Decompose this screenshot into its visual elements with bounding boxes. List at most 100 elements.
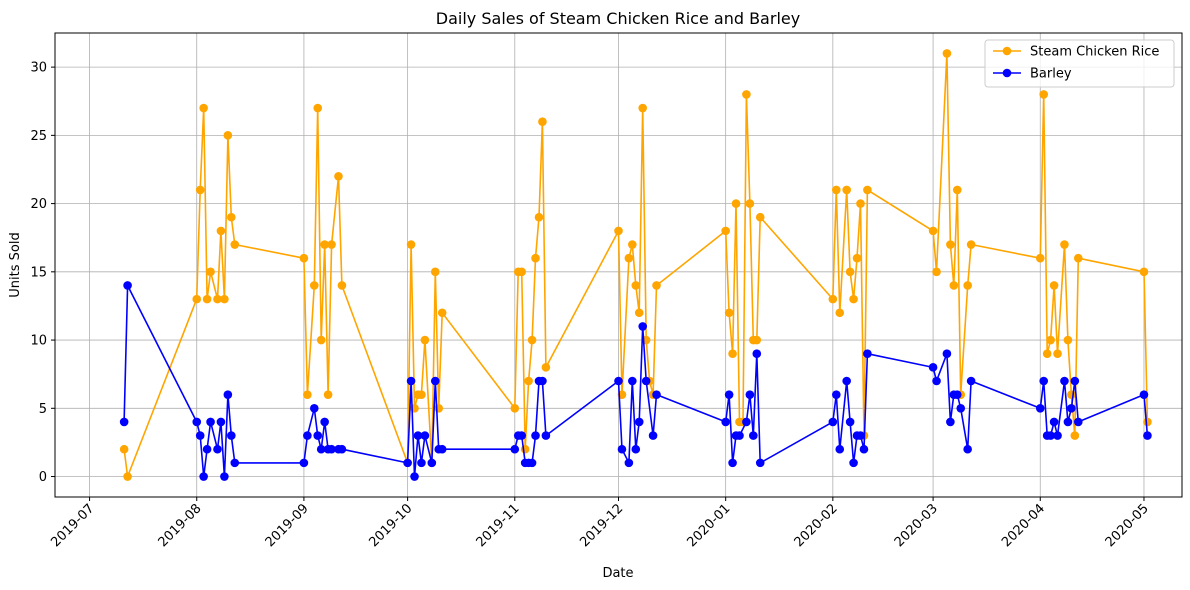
x-tick-label: 2020-03	[892, 501, 941, 550]
data-point	[728, 349, 737, 359]
data-point	[952, 390, 962, 399]
data-point	[835, 308, 845, 318]
data-point	[524, 376, 533, 386]
data-point	[624, 458, 634, 468]
data-point	[1067, 390, 1076, 399]
data-point	[638, 103, 647, 113]
data-point	[206, 417, 215, 427]
data-point	[728, 458, 737, 468]
data-point	[842, 376, 851, 386]
data-point	[223, 390, 233, 399]
x-tick-label: 2019-12	[577, 501, 626, 550]
data-point	[1035, 253, 1045, 263]
data-point	[527, 458, 537, 468]
data-point	[195, 185, 205, 195]
data-point	[123, 472, 132, 481]
data-point	[721, 417, 730, 427]
data-point	[527, 335, 537, 345]
data-point	[192, 417, 202, 427]
data-point	[213, 444, 222, 454]
data-point	[227, 431, 236, 440]
data-point	[956, 403, 966, 413]
data-point	[510, 444, 520, 454]
data-point	[216, 226, 226, 236]
data-point	[1143, 431, 1152, 440]
series-barley	[119, 281, 1152, 481]
data-point	[119, 417, 129, 427]
data-point	[1067, 403, 1076, 413]
legend-label: Barley	[1030, 67, 1072, 82]
data-point	[863, 349, 872, 359]
data-point	[230, 458, 240, 468]
data-point	[1070, 431, 1080, 440]
data-point	[724, 308, 734, 318]
data-point	[230, 240, 240, 249]
data-point	[1039, 376, 1049, 386]
data-point	[1060, 240, 1069, 249]
data-point	[721, 226, 730, 236]
x-tick-label: 2019-08	[156, 501, 205, 550]
data-point	[437, 308, 447, 318]
data-point	[849, 294, 858, 304]
series-steam-chicken-rice	[119, 49, 1152, 481]
data-point	[541, 431, 551, 440]
data-point	[1070, 376, 1080, 386]
data-point	[417, 390, 426, 399]
data-point	[320, 417, 329, 427]
data-point	[849, 458, 858, 468]
data-point	[337, 444, 347, 454]
data-point	[220, 472, 229, 481]
data-point	[638, 322, 647, 331]
data-point	[735, 431, 744, 440]
data-point	[835, 444, 845, 454]
x-tick-label: 2020-01	[684, 501, 733, 550]
data-point	[406, 376, 416, 386]
data-point	[641, 376, 651, 386]
data-point	[1046, 335, 1055, 345]
data-point	[1073, 253, 1083, 263]
data-point	[963, 281, 972, 290]
data-point	[942, 49, 952, 58]
data-point	[1139, 267, 1149, 277]
data-point	[195, 431, 205, 440]
data-point	[520, 444, 530, 454]
data-point	[831, 390, 841, 399]
data-point	[752, 335, 762, 345]
data-point	[420, 431, 430, 440]
data-point	[946, 417, 955, 427]
data-point	[303, 431, 312, 440]
data-point	[227, 212, 236, 222]
data-point	[1039, 90, 1049, 99]
data-point	[538, 376, 547, 386]
data-point	[652, 281, 661, 290]
data-point	[119, 444, 129, 454]
data-point	[949, 281, 959, 290]
data-point	[216, 417, 226, 427]
x-tick-label: 2020-04	[999, 501, 1048, 550]
data-point	[213, 294, 222, 304]
data-point	[430, 267, 440, 277]
data-point	[517, 267, 527, 277]
data-point	[952, 185, 962, 195]
data-point	[928, 363, 938, 372]
data-point	[942, 349, 952, 359]
data-point	[928, 226, 938, 236]
data-point	[199, 103, 208, 113]
data-point	[417, 458, 426, 468]
y-axis-label: Units Sold	[8, 232, 23, 297]
data-point	[410, 472, 419, 481]
data-point	[413, 431, 423, 440]
data-point	[427, 458, 437, 468]
data-point	[313, 103, 323, 113]
data-point	[745, 199, 755, 208]
data-point	[932, 376, 941, 386]
data-point	[220, 294, 229, 304]
data-point	[223, 131, 233, 140]
data-point	[628, 240, 637, 249]
data-point	[1046, 431, 1055, 440]
data-point	[299, 458, 309, 468]
data-point	[859, 444, 869, 454]
legend-label: Steam Chicken Rice	[1030, 45, 1159, 60]
data-point	[828, 294, 838, 304]
